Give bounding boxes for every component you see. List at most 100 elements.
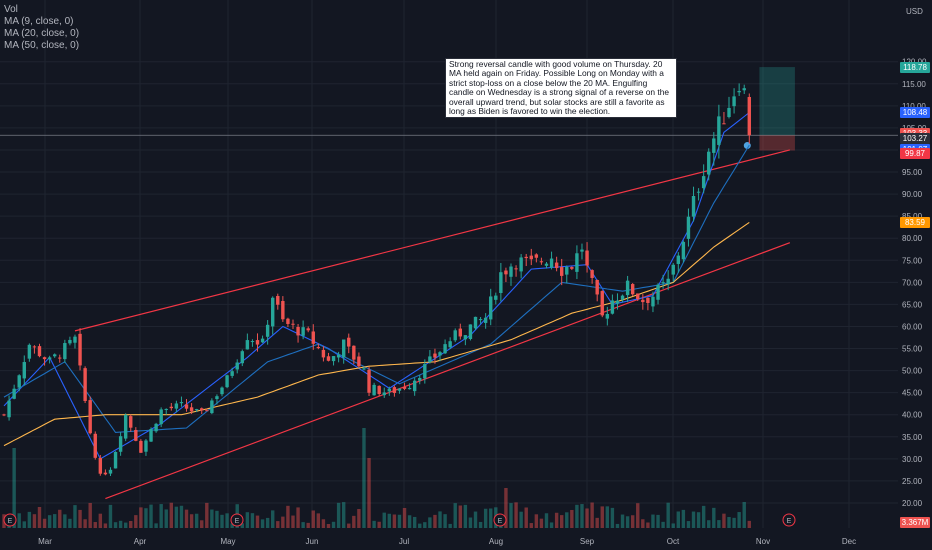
- y-tick-label: 75.00: [902, 256, 923, 265]
- candle-body: [519, 257, 523, 272]
- candle-body: [489, 296, 493, 320]
- volume-bar: [453, 503, 457, 528]
- volume-bar: [666, 502, 670, 528]
- candle-body: [509, 266, 513, 277]
- candle-body: [737, 90, 741, 93]
- volume-bar: [336, 502, 341, 528]
- candle-body: [661, 282, 665, 284]
- volume-bar: [707, 520, 711, 528]
- candle-body: [453, 330, 457, 341]
- candle-body: [367, 369, 371, 393]
- volume-bar: [250, 513, 255, 528]
- volume-bar: [443, 514, 447, 528]
- volume-bar: [352, 515, 356, 528]
- moving-averages: [3, 112, 750, 460]
- y-tick-label: 80.00: [902, 234, 923, 243]
- legend-ma20[interactable]: MA (20, close, 0): [4, 28, 80, 39]
- volume-bar: [129, 520, 133, 528]
- candle-body: [686, 216, 691, 239]
- y-tick-label: 40.00: [902, 411, 923, 420]
- legend-ma50[interactable]: MA (50, close, 0): [4, 40, 80, 51]
- volume-bar: [281, 516, 285, 528]
- volume-bar: [610, 507, 615, 528]
- candle-body: [514, 268, 518, 270]
- volume-bar: [108, 504, 113, 528]
- candle-body: [265, 324, 270, 337]
- candle-body: [590, 270, 594, 278]
- x-tick-label: Jul: [399, 537, 409, 546]
- time-axis[interactable]: Mar Apr May Jun Jul Aug Sep Oct Nov Dec: [0, 530, 932, 550]
- volume-bar: [585, 508, 589, 528]
- volume-bar: [418, 523, 422, 528]
- y-tick-label: 25.00: [902, 477, 923, 486]
- candle-body: [722, 123, 726, 125]
- volume-bar: [27, 511, 32, 528]
- volume-bar: [656, 514, 660, 528]
- volume-bar: [722, 513, 726, 528]
- candle-body: [468, 324, 473, 340]
- legend-ma9[interactable]: MA (9, close, 0): [4, 16, 74, 27]
- trend-channel[interactable]: [74, 149, 791, 500]
- y-tick-label: 115.00: [902, 80, 926, 89]
- volume-bar: [478, 521, 483, 528]
- volume-bar: [347, 523, 351, 528]
- candle-body: [575, 253, 579, 272]
- text-note[interactable]: Strong reversal candle with good volume …: [445, 58, 677, 119]
- volume-bar: [514, 502, 518, 528]
- x-tick-label: Mar: [38, 537, 52, 546]
- candle-body: [210, 400, 214, 414]
- candle-body: [691, 195, 696, 217]
- candle-body: [240, 351, 244, 364]
- earnings-icon: [493, 513, 507, 527]
- candle-body: [524, 256, 528, 259]
- volume-bar: [98, 513, 103, 528]
- volume-bar: [625, 516, 630, 528]
- candle-body: [2, 414, 6, 416]
- volume-bar: [696, 512, 701, 528]
- candle-body: [549, 258, 554, 268]
- y-tick-label: 65.00: [902, 300, 923, 309]
- candle-body: [428, 356, 432, 363]
- candle-body: [747, 97, 751, 136]
- legend-vol[interactable]: Vol: [4, 4, 18, 15]
- ma50-line: [3, 221, 750, 447]
- candle-body: [159, 409, 163, 425]
- candle-body: [139, 440, 143, 453]
- candle-body: [154, 423, 158, 432]
- candle-body: [250, 341, 255, 343]
- candle-body: [306, 328, 310, 331]
- candle-body: [529, 255, 533, 260]
- volume-bar: [509, 503, 513, 528]
- candle-body: [42, 357, 47, 360]
- volume-bar: [159, 504, 163, 528]
- volume-bar: [392, 514, 397, 528]
- candle-body: [443, 344, 447, 354]
- volume-bar: [686, 521, 691, 528]
- volume-bar: [271, 510, 275, 528]
- candle-body: [651, 296, 655, 307]
- price-tag: 99.87: [900, 148, 930, 160]
- volume-bar: [504, 488, 508, 528]
- volume-bar: [473, 511, 478, 528]
- candle-body: [630, 284, 635, 295]
- candle-body: [727, 107, 731, 118]
- volume-bar: [468, 517, 473, 528]
- volume-bar: [260, 519, 265, 528]
- price-axis[interactable]: 15.0020.0025.0030.0035.0040.0045.0050.00…: [898, 0, 932, 550]
- volume-bar: [144, 508, 148, 528]
- y-tick-label: 70.00: [902, 278, 923, 287]
- volume-bar: [519, 511, 523, 528]
- candle-body: [402, 386, 407, 389]
- axis-bg: [898, 0, 932, 550]
- volume-bar: [296, 507, 300, 528]
- candle-body: [554, 262, 559, 269]
- ma9-line: [3, 112, 750, 460]
- volume-bar: [737, 512, 741, 528]
- x-tick-label: Dec: [842, 537, 856, 546]
- candle-body: [423, 364, 427, 379]
- indicator-legend: Vol MA (9, close, 0) MA (20, close, 0) M…: [4, 4, 79, 52]
- earnings-icon-label: E: [787, 518, 792, 525]
- volume-bar: [646, 522, 650, 528]
